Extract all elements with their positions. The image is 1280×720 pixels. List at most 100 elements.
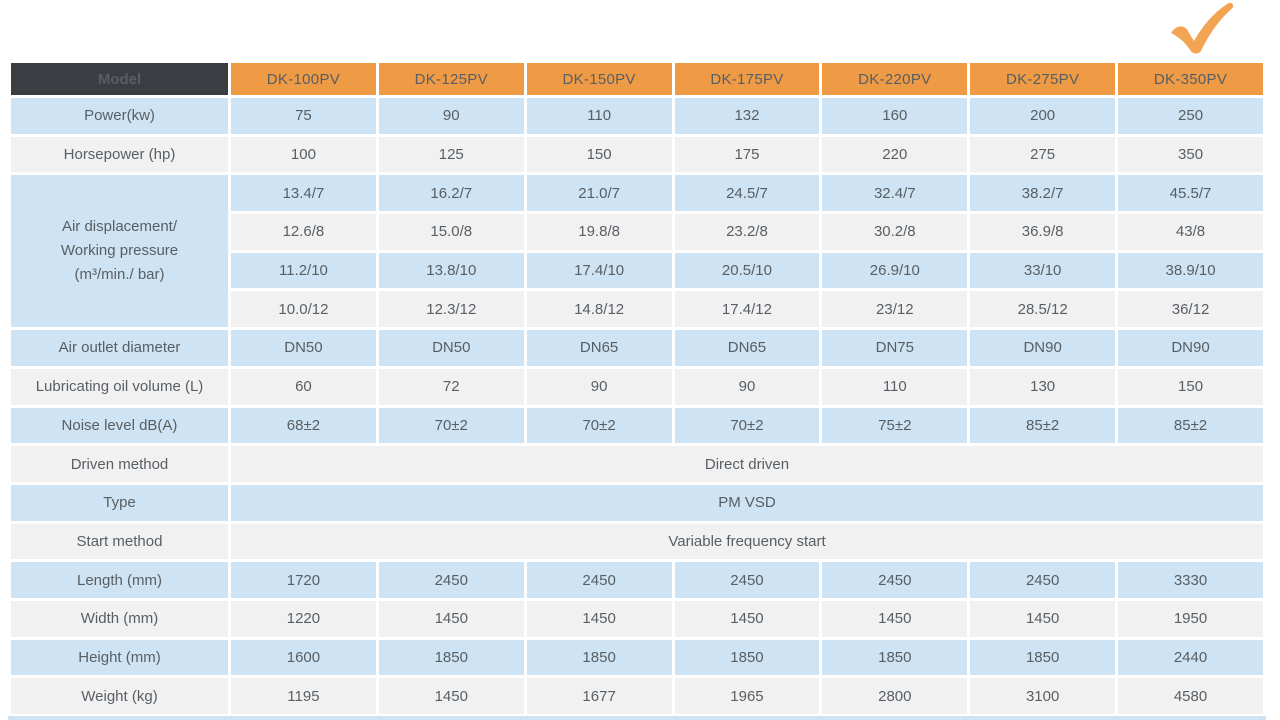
air-displacement-label-line: Air displacement/ — [61, 218, 178, 236]
orange-checkmark-icon — [1171, 2, 1234, 54]
row-driven-method: Driven method Direct driven — [8, 443, 1266, 485]
spec-cell: 43/8 — [1115, 211, 1266, 253]
spec-cell: 150 — [523, 133, 675, 176]
row-start-method: Start method Variable frequency start — [8, 520, 1266, 563]
spec-cell: 23/12 — [819, 288, 971, 331]
spec-cell: 3330 — [1115, 559, 1266, 601]
spec-cell: 23.2/8 — [671, 211, 823, 253]
spec-cell: 200 — [967, 95, 1119, 137]
spec-cell: 220 — [819, 133, 971, 176]
row-air-displacement-10bar: 11.2/10 13.8/10 17.4/10 20.5/10 26.9/10 … — [10, 249, 1266, 292]
spec-cell: 36/12 — [1115, 288, 1266, 331]
spec-cell: 1450 — [967, 597, 1119, 640]
model-column-header: DK-175PV — [671, 60, 823, 98]
row-label-oil: Lubricating oil volume (L) — [8, 365, 231, 408]
spec-cell: 85±2 — [1115, 404, 1266, 447]
spec-cell: 130 — [967, 365, 1119, 408]
row-label-air-displacement: Air displacement/ Working pressure (m³/m… — [8, 172, 231, 331]
spec-cell: 2800 — [819, 675, 971, 717]
spec-cell: 28.5/12 — [967, 288, 1119, 331]
spec-cell: 20.5/10 — [671, 249, 823, 292]
spec-cell: 12.6/8 — [228, 211, 379, 253]
spec-cell: 1720 — [228, 559, 379, 601]
spec-cell: 2450 — [967, 559, 1119, 601]
row-label-driven-method: Driven method — [8, 443, 231, 485]
spec-cell: 1850 — [819, 636, 971, 679]
spec-cell: 1850 — [671, 636, 823, 679]
spec-cell: 1850 — [523, 636, 675, 679]
spec-cell: 90 — [671, 365, 823, 408]
spec-cell: 100 — [228, 133, 379, 176]
spec-cell: 110 — [523, 95, 675, 137]
spec-cell: 16.2/7 — [375, 172, 527, 215]
row-width: Width (mm) 1220 1450 1450 1450 1450 1450… — [8, 597, 1266, 640]
spec-cell: 110 — [819, 365, 971, 408]
row-label-power: Power(kw) — [8, 95, 231, 137]
spec-cell: 250 — [1115, 95, 1266, 137]
spec-cell: 12.3/12 — [375, 288, 527, 331]
row-label-width: Width (mm) — [8, 597, 231, 640]
row-horsepower: Horsepower (hp) 100 125 150 175 220 275 … — [8, 133, 1266, 176]
row-length: Length (mm) 1720 2450 2450 2450 2450 245… — [8, 559, 1266, 601]
spec-cell: 90 — [375, 95, 527, 137]
air-displacement-label-line: (m³/min./ bar) — [74, 266, 165, 284]
spec-cell: DN90 — [967, 327, 1119, 369]
spec-cell: 2450 — [671, 559, 823, 601]
row-lubricating-oil-volume: Lubricating oil volume (L) 60 72 90 90 1… — [8, 365, 1266, 408]
spec-cell: 1220 — [228, 597, 379, 640]
spec-cell: 60 — [228, 365, 379, 408]
model-column-header: DK-125PV — [375, 60, 527, 98]
row-label-length: Length (mm) — [8, 559, 231, 601]
model-column-header: DK-275PV — [967, 60, 1119, 98]
model-header-cell: Model — [8, 60, 231, 98]
row-label-weight: Weight (kg) — [8, 675, 231, 717]
spec-cell: 19.8/8 — [523, 211, 675, 253]
spec-cell: DN90 — [1115, 327, 1266, 369]
spec-cell: 70±2 — [671, 404, 823, 447]
model-column-header: DK-100PV — [228, 60, 379, 98]
spec-cell: DN50 — [375, 327, 527, 369]
row-label-noise: Noise level dB(A) — [8, 404, 231, 447]
spec-cell: 38.2/7 — [967, 172, 1119, 215]
spec-cell-start-method: Variable frequency start — [228, 520, 1266, 563]
row-label-air-outlet: Air outlet diameter — [8, 327, 231, 369]
spec-cell: 24.5/7 — [671, 172, 823, 215]
spec-cell: 1450 — [671, 597, 823, 640]
spec-cell: 85±2 — [967, 404, 1119, 447]
row-noise-level: Noise level dB(A) 68±2 70±2 70±2 70±2 75… — [8, 404, 1266, 447]
spec-cell: 1450 — [523, 597, 675, 640]
spec-cell: 175 — [671, 133, 823, 176]
spec-cell: DN65 — [523, 327, 675, 369]
spec-cell: 275 — [967, 133, 1119, 176]
spec-cell: 36.9/8 — [967, 211, 1119, 253]
spec-table: Model DK-100PV DK-125PV DK-150PV DK-175P… — [8, 60, 1266, 717]
spec-cell: DN75 — [819, 327, 971, 369]
spec-cell: 160 — [819, 95, 971, 137]
spec-cell: 10.0/12 — [228, 288, 379, 331]
spec-cell: 15.0/8 — [375, 211, 527, 253]
row-label-start-method: Start method — [8, 520, 231, 563]
spec-cell: 13.8/10 — [375, 249, 527, 292]
spec-cell: 1850 — [375, 636, 527, 679]
spec-cell: 125 — [375, 133, 527, 176]
row-type: Type PM VSD — [8, 481, 1266, 524]
spec-cell: DN65 — [671, 327, 823, 369]
spec-cell: 1450 — [375, 597, 527, 640]
spec-cell: 2450 — [375, 559, 527, 601]
model-column-header: DK-350PV — [1115, 60, 1266, 98]
row-label-type: Type — [8, 481, 231, 524]
spec-cell: 350 — [1115, 133, 1266, 176]
row-height: Height (mm) 1600 1850 1850 1850 1850 185… — [8, 636, 1266, 679]
spec-cell: 68±2 — [228, 404, 379, 447]
spec-cell: 17.4/10 — [523, 249, 675, 292]
model-column-header: DK-150PV — [523, 60, 675, 98]
spec-cell: 72 — [375, 365, 527, 408]
spec-cell-type: PM VSD — [228, 481, 1266, 524]
spec-cell: 17.4/12 — [671, 288, 823, 331]
spec-cell: 1850 — [967, 636, 1119, 679]
row-air-displacement-7bar: Air displacement/ Working pressure (m³/m… — [8, 172, 1266, 331]
spec-cell: 4580 — [1115, 675, 1266, 717]
spec-cell: 150 — [1115, 365, 1266, 408]
spec-cell: 70±2 — [523, 404, 675, 447]
